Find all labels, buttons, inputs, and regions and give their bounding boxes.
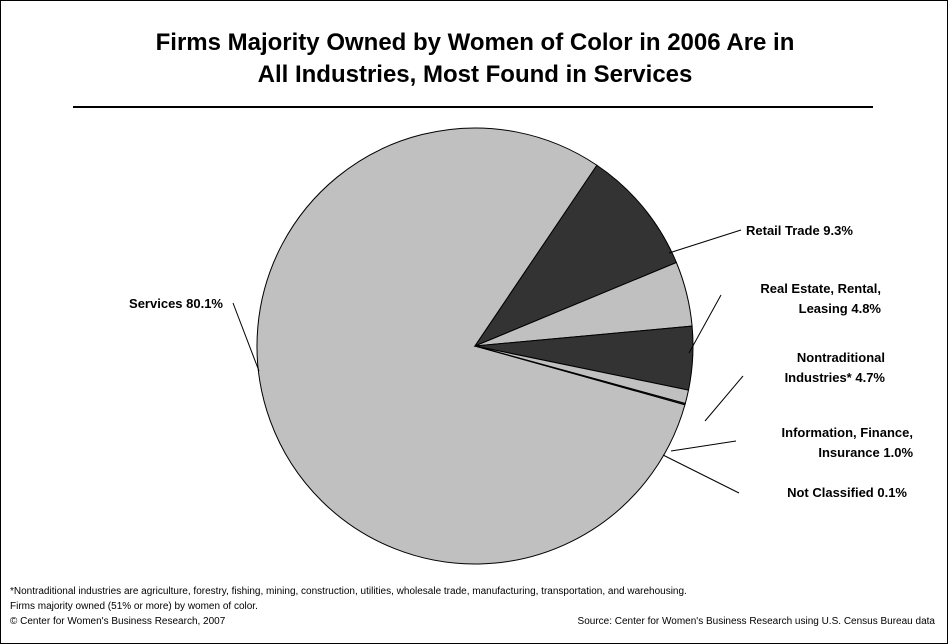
slice-label: Not Classified 0.1% — [787, 485, 907, 500]
chart-title: Firms Majority Owned by Women of Color i… — [41, 27, 909, 91]
chart-title-line-2: All Industries, Most Found in Services — [257, 61, 693, 88]
slice-label: Retail Trade 9.3% — [746, 223, 853, 238]
leader-line — [232, 302, 260, 372]
pie-chart: Services 80.1% Retail Trade 9.3% Real Esta… — [129, 127, 914, 565]
leader-line — [670, 440, 737, 452]
leader-line — [668, 229, 742, 254]
slice-label: Information, Finance, Insurance 1.0% — [782, 425, 914, 460]
source-text: Source: Center for Women's Business Rese… — [577, 616, 935, 627]
slice-label: Real Estate, Rental, Leasing 4.8% — [760, 281, 881, 316]
leader-line — [704, 375, 744, 422]
pie-slice-not-classified — [474, 345, 686, 406]
leader-line — [688, 294, 722, 354]
footnote-definition: Firms majority owned (51% or more) by wo… — [10, 601, 258, 612]
chart-title-line-1: Firms Majority Owned by Women of Color i… — [155, 29, 795, 56]
slice-label: Services 80.1% — [129, 296, 223, 311]
copyright-text: © Center for Women's Business Research, … — [10, 616, 226, 627]
pie-slice-retail-trade — [473, 164, 678, 348]
slice-label: Nontraditional Industries* 4.7% — [785, 350, 886, 385]
pie-slice-services — [256, 127, 686, 565]
leader-line — [662, 454, 740, 494]
footnote-nontraditional: *Nontraditional industries are agricultu… — [10, 586, 687, 597]
title-divider — [73, 106, 873, 108]
